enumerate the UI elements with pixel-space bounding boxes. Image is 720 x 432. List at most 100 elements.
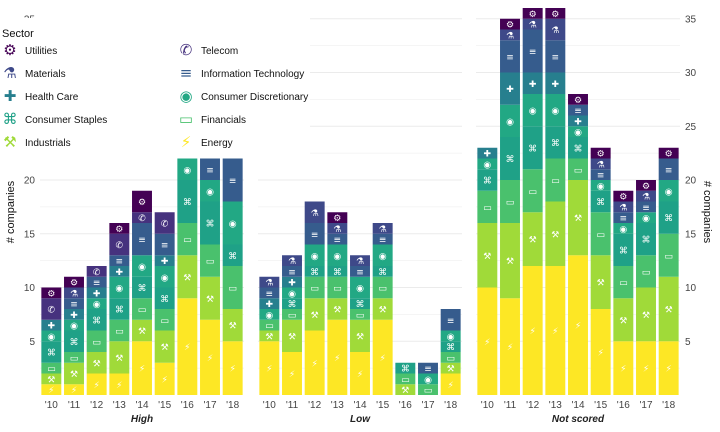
bar-segment (568, 115, 588, 127)
rss-icon: ≡ (266, 289, 274, 299)
bar-segment (86, 352, 107, 374)
rss-icon: ≡ (116, 257, 124, 267)
medkit-icon: ✚ (506, 85, 514, 95)
bolt-icon: ⚡ (207, 354, 213, 364)
camera-icon: ◉ (447, 332, 455, 342)
bar-segment (568, 158, 588, 180)
bar-segment (477, 287, 498, 395)
bolt-icon: ⚡ (643, 365, 649, 375)
cogs-icon: ⚙ (597, 150, 605, 160)
bar-segment (282, 287, 302, 299)
x-tick-label: '18 (444, 400, 457, 411)
rss-icon: ≡ (447, 316, 455, 326)
rss-icon: ≡ (379, 236, 387, 246)
bar-segment (418, 373, 438, 385)
bar-segment (545, 158, 566, 202)
bar-segment (327, 212, 348, 223)
bar-segment (500, 72, 520, 105)
bar-segment (500, 29, 520, 41)
cart-icon: ⌘ (378, 268, 387, 278)
bar-segment (86, 276, 107, 288)
bar-segment (440, 309, 461, 331)
x-tick-label: '16 (399, 400, 412, 411)
bar-segment (109, 373, 130, 395)
bar-segment (109, 255, 130, 266)
bar-segment (613, 298, 634, 342)
bar-segment (658, 158, 679, 180)
camera-icon: ◉ (229, 220, 237, 230)
rss-icon: ≡ (506, 53, 514, 63)
bar-segment (590, 169, 611, 180)
medkit-icon: ✚ (161, 257, 169, 267)
rss-icon: ≡ (161, 241, 169, 251)
bar-segment (590, 147, 611, 159)
phone-icon: ✆ (161, 220, 169, 230)
bar-segment (590, 255, 611, 309)
bolt-icon: ⚡ (94, 381, 100, 391)
bar-segment (395, 362, 416, 374)
bar-segment (418, 362, 438, 374)
bar-segment (304, 244, 325, 266)
bar-segment (259, 319, 280, 331)
legend-entry-label: Financials (201, 115, 246, 126)
money-icon: ▭ (642, 268, 651, 278)
money-icon: ▭ (483, 203, 492, 213)
x-tick-label: '10 (45, 400, 58, 411)
cart-icon: ⌘ (70, 338, 79, 348)
money-icon: ▭ (424, 386, 433, 396)
bar-segment (590, 309, 611, 395)
wrench-icon: ⚒ (619, 316, 627, 326)
money-icon: ▭ (551, 177, 560, 187)
x-tick-label: '11 (68, 400, 81, 411)
bolt-icon: ⚡ (380, 354, 386, 364)
legend-entry-label: Health Care (25, 92, 79, 103)
bolt-icon: ⚡ (575, 322, 581, 332)
camera-icon: ◉ (642, 214, 650, 224)
bar-segment (350, 309, 370, 320)
bar-segment (613, 212, 634, 223)
y-tick-label-right: 10 (685, 283, 697, 294)
y-axis-title-left: # companies (5, 180, 17, 243)
bar-segment (636, 180, 656, 191)
wrench-icon: ⚒ (3, 133, 16, 151)
camera-icon: ◉ (483, 160, 491, 170)
y-tick-label-right: 30 (685, 68, 697, 79)
bar-segment (372, 223, 393, 234)
cart-icon: ⌘ (206, 220, 215, 230)
bar-segment (109, 223, 130, 234)
bar-segment (350, 266, 370, 277)
bar-segment (658, 341, 679, 395)
bar-segment (372, 233, 393, 245)
bar-segment (41, 319, 62, 331)
camera-icon: ◉ (356, 284, 364, 294)
bar-segment (222, 341, 243, 395)
bolt-icon: ⚡ (48, 386, 54, 396)
bolt-icon: ⚡ (334, 354, 340, 364)
money-icon: ▭ (401, 375, 410, 385)
bar-segment (418, 384, 438, 395)
x-tick-label: '10 (263, 400, 276, 411)
bar-segment (282, 352, 302, 395)
rss-icon: ≡ (334, 236, 342, 246)
money-icon: ▭ (179, 110, 193, 128)
phone-icon: ✆ (138, 214, 146, 224)
camera-icon: ◉ (529, 107, 537, 117)
bar-segment (350, 319, 370, 352)
y-tick-label-right: 15 (685, 229, 697, 240)
money-icon: ▭ (664, 252, 673, 262)
cogs-icon: ⚙ (619, 193, 627, 203)
camera-icon: ◉ (70, 322, 78, 332)
money-icon: ▭ (574, 166, 583, 176)
bar-segment (545, 94, 566, 127)
bar-segment (132, 212, 152, 223)
bar-segment (440, 362, 461, 374)
bar-segment (372, 319, 393, 395)
flask-icon: ⚗ (506, 31, 514, 41)
cogs-icon: ⚙ (529, 10, 537, 20)
bar-segment (568, 126, 588, 137)
x-tick-label: '18 (226, 400, 239, 411)
money-icon: ▭ (115, 327, 124, 337)
cogs-icon: ⚙ (574, 96, 582, 106)
rss-icon: ≡ (229, 177, 237, 187)
bar-segment (109, 319, 130, 342)
